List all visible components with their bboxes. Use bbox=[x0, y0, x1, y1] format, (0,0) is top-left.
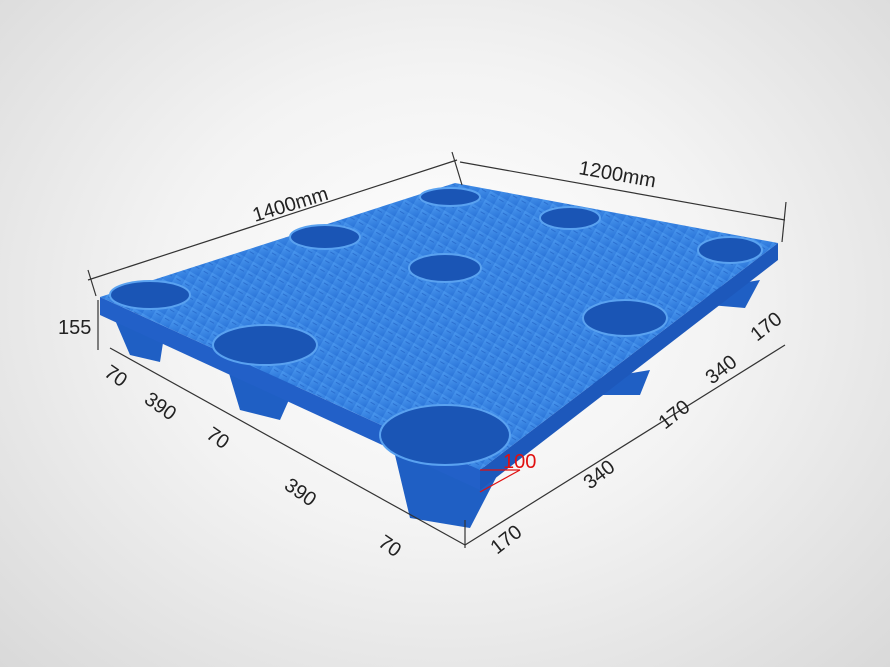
length-segment-label: 70 bbox=[100, 361, 131, 392]
leg-height-label: 100 bbox=[503, 451, 536, 473]
width-segment-label: 170 bbox=[655, 396, 695, 434]
width-segment-label: 170 bbox=[747, 308, 787, 346]
length-segment-label: 390 bbox=[140, 388, 180, 425]
length-segment-label: 70 bbox=[374, 531, 405, 562]
width-segment-label: 170 bbox=[487, 521, 527, 559]
length-label: 1400mm bbox=[250, 183, 331, 227]
pallet-right-side bbox=[480, 243, 778, 490]
length-segment-label: 390 bbox=[280, 474, 320, 511]
pallet-pockets bbox=[109, 187, 763, 466]
pallet-top-deck bbox=[100, 183, 778, 470]
width-label: 1200mm bbox=[577, 157, 657, 192]
height-label: 155 bbox=[58, 317, 91, 339]
dimension-lines bbox=[87, 151, 787, 548]
width-segment-label: 340 bbox=[702, 351, 742, 389]
length-segment-label: 70 bbox=[202, 423, 233, 454]
width-segment-label: 340 bbox=[580, 456, 620, 494]
